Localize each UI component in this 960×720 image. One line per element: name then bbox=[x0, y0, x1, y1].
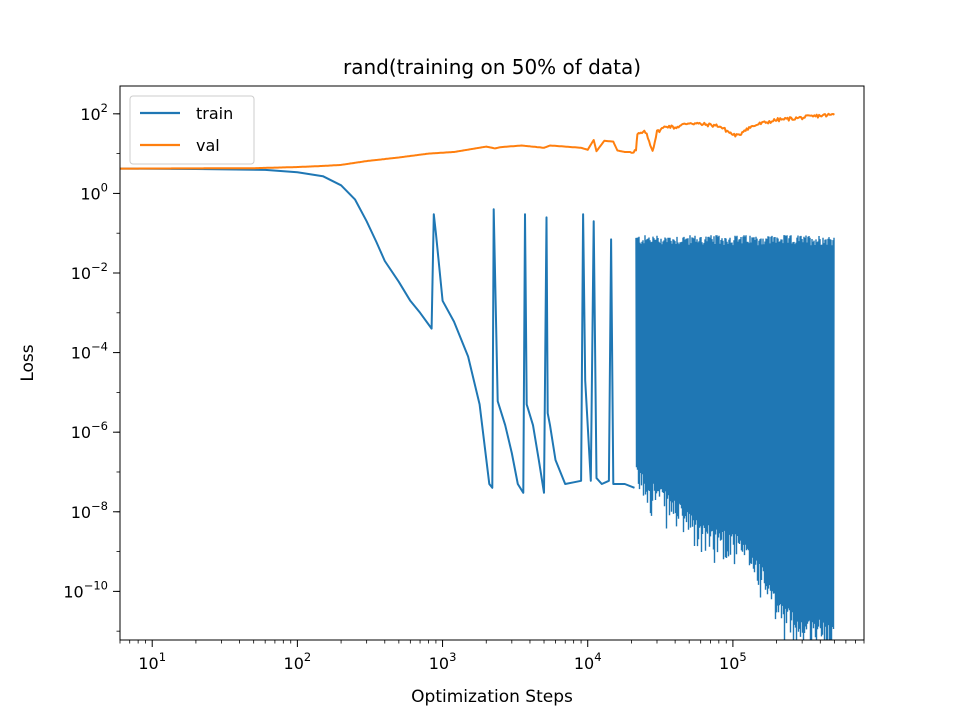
y-axis-label: Loss bbox=[18, 344, 38, 381]
legend-label-val: val bbox=[196, 136, 220, 155]
y-tick-label: 10−6 bbox=[71, 419, 108, 442]
chart-title: rand(training on 50% of data) bbox=[343, 55, 641, 79]
plot-frame bbox=[119, 85, 865, 641]
series-band-train bbox=[635, 235, 835, 640]
legend-label-train: train bbox=[196, 104, 233, 123]
x-axis: 101 102 103 104 105 bbox=[119, 640, 865, 673]
y-tick-label: 10−8 bbox=[71, 499, 108, 522]
y-axis: 10−10 10−8 10−6 10−4 10−2 100 102 bbox=[63, 101, 120, 632]
series-line-val bbox=[120, 112, 835, 170]
x-axis-label: Optimization Steps bbox=[411, 687, 573, 707]
legend: train val bbox=[129, 95, 255, 165]
y-tick-label: 102 bbox=[80, 101, 108, 124]
x-tick-label: 105 bbox=[719, 650, 747, 673]
y-tick-label: 10−2 bbox=[71, 260, 108, 283]
y-tick-label: 10−4 bbox=[71, 340, 108, 363]
plot-area bbox=[119, 85, 865, 641]
x-tick-label: 104 bbox=[574, 650, 602, 673]
y-tick-label: 10−10 bbox=[63, 578, 108, 601]
legend-box bbox=[129, 95, 255, 165]
y-tick-label: 100 bbox=[80, 180, 108, 203]
series-line-train bbox=[120, 167, 635, 494]
x-tick-label: 103 bbox=[429, 650, 457, 673]
series-layer bbox=[120, 112, 835, 640]
x-tick-label: 102 bbox=[284, 650, 312, 673]
x-tick-label: 101 bbox=[138, 650, 166, 673]
